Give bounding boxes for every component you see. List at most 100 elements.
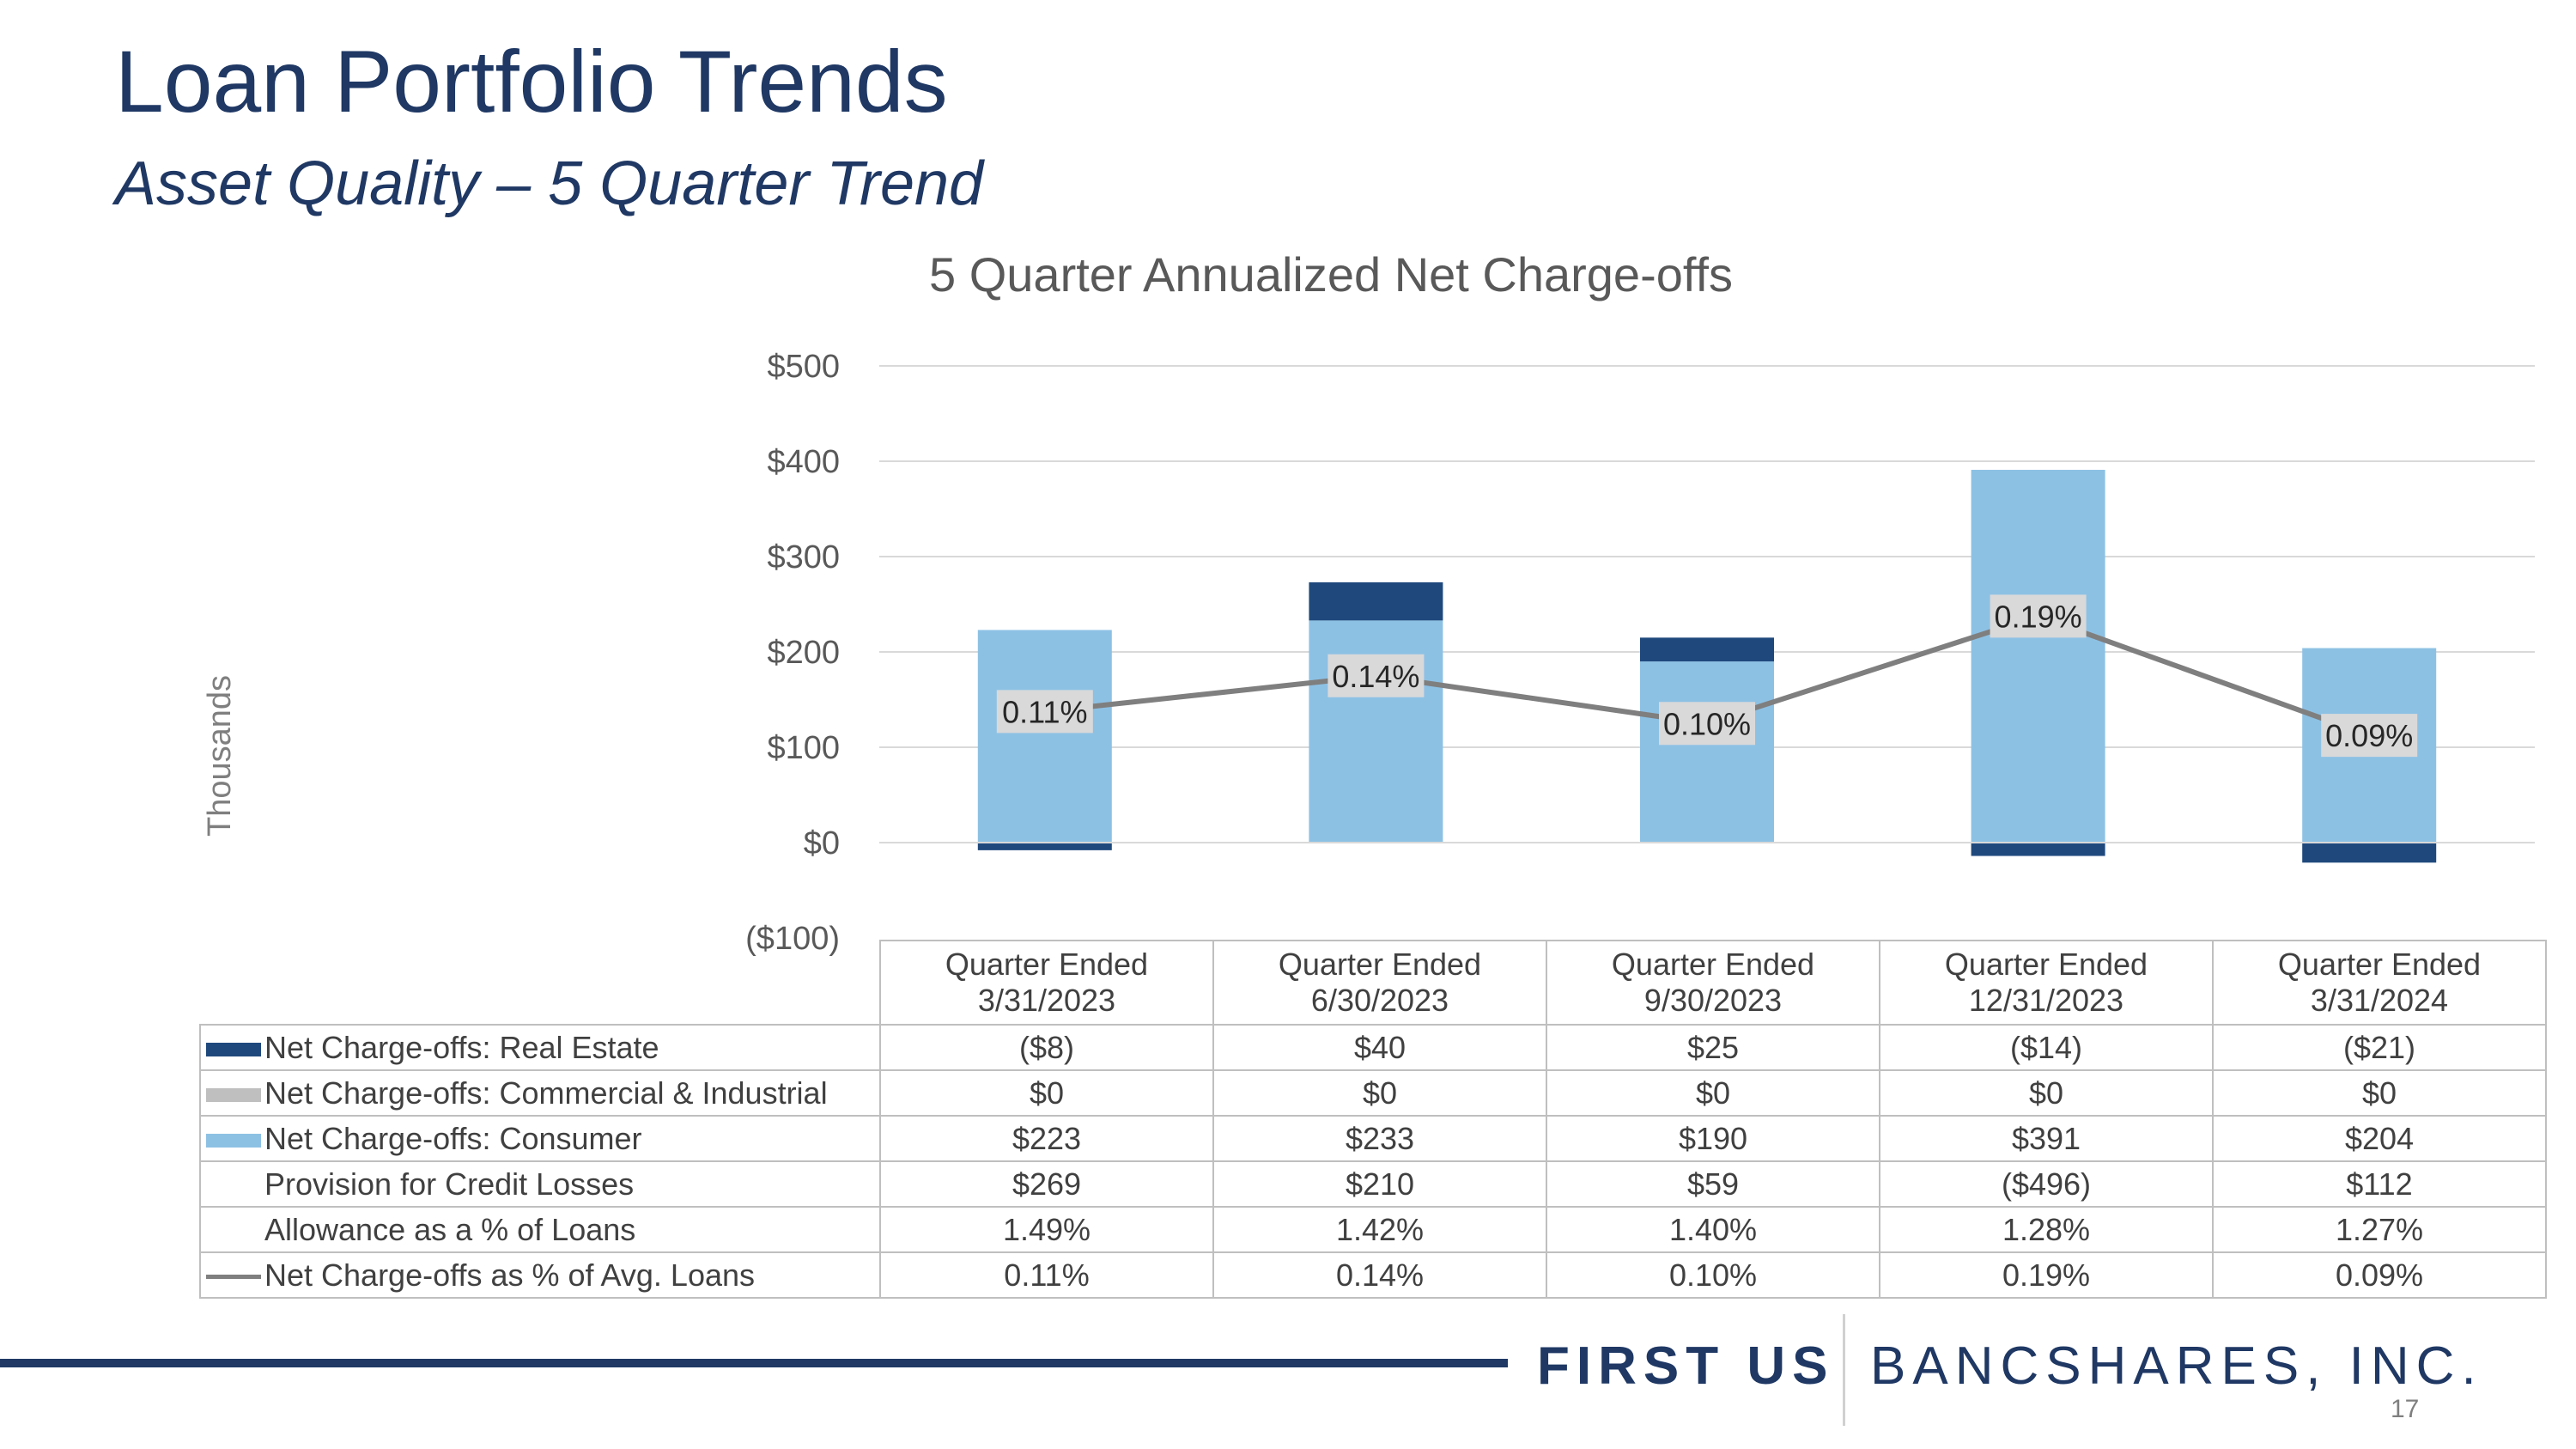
row-label-cell: Net Charge-offs: Real Estate [199,1024,881,1071]
legend-color-swatch [206,1179,261,1193]
x-category-line: 6/30/2023 [1310,983,1449,1018]
table-cell: 1.42% [1212,1206,1547,1253]
table-cell: $59 [1546,1160,1880,1208]
bar-net-charge-offs-real-estate [2302,843,2437,863]
x-category-label: Quarter Ended 9/30/2023 [1546,940,1880,1026]
bar-net-charge-offs-consumer [1971,469,2105,843]
table-cell: 0.11% [879,1251,1214,1299]
x-category-label: Quarter Ended 12/31/2023 [1879,940,2214,1026]
table-cell: $0 [2212,1069,2547,1117]
table-cell: $0 [1879,1069,2214,1117]
table-cell: $204 [2212,1115,2547,1162]
row-label-cell: Net Charge-offs as % of Avg. Loans [199,1251,881,1299]
legend-color-swatch [206,1225,261,1239]
row-label-cell: Net Charge-offs: Commercial & Industrial [199,1069,881,1117]
footer-divider-bar [0,1359,1508,1367]
row-label-cell: Provision for Credit Losses [199,1160,881,1208]
bar-net-charge-offs-consumer [977,630,1112,843]
chart-title: 5 Quarter Annualized Net Charge-offs [929,247,1733,301]
bar-net-charge-offs-real-estate [1309,581,1443,621]
x-category-line: Quarter Ended [1278,947,1482,982]
data-label-background [1990,594,2087,638]
row-label-cell: Net Charge-offs: Consumer [199,1115,881,1162]
logo-first-us: FIRST US [1537,1336,1835,1396]
row-label: Net Charge-offs as % of Avg. Loans [264,1257,756,1293]
table-row: Net Charge-offs: Consumer $223 $233 $190 $39… [199,1115,2547,1162]
data-label-background [996,690,1093,734]
table-cell: 1.28% [1879,1206,2214,1253]
row-label-cell: Allowance as a % of Loans [199,1206,881,1253]
x-category-label: Quarter Ended 3/31/2024 [2212,940,2547,1026]
table-cell: $233 [1212,1115,1547,1162]
table-header-row: Quarter Ended 3/31/2023 Quarter Ended 6/30/… [200,940,2547,1026]
x-category-line: Quarter Ended [1944,947,2148,982]
table-row: Allowance as a % of Loans 1.49% 1.42% 1.40%… [199,1206,2547,1253]
table-row: Net Charge-offs as % of Avg. Loans 0.11% 0… [199,1251,2547,1299]
table-cell: 0.14% [1212,1251,1547,1299]
table-cell: $210 [1212,1160,1547,1208]
x-category-line: 9/30/2023 [1643,983,1783,1018]
x-category-line: 12/31/2023 [1968,983,2124,1018]
table-cell: ($14) [1879,1024,2214,1071]
y-tick-label: $200 [767,635,840,671]
x-category-line: 3/31/2023 [977,983,1116,1018]
data-label: 0.10% [1663,706,1751,741]
table-corner-blank [200,941,881,1026]
table-cell: $391 [1879,1115,2214,1162]
table-cell: 0.10% [1546,1251,1880,1299]
y-tick-label: $400 [767,444,840,480]
page-number: 17 [2391,1395,2420,1423]
data-label-background [2321,714,2418,758]
slide-title: Loan Portfolio Trends [115,33,948,131]
table-cell: $40 [1212,1024,1547,1071]
bar-net-charge-offs-real-estate [977,843,1112,850]
row-label: Provision for Credit Losses [264,1166,635,1202]
x-category-line: Quarter Ended [1611,947,1815,982]
legend-color-swatch [206,1133,261,1148]
data-table: Quarter Ended 3/31/2023 Quarter Ended 6/30/… [199,940,2547,1299]
bar-net-charge-offs-real-estate [1971,843,2105,856]
x-category-line: 3/31/2024 [2310,983,2449,1018]
y-tick-label: $100 [767,730,840,766]
row-label: Net Charge-offs: Consumer [264,1120,642,1156]
table-cell: ($8) [879,1024,1214,1071]
x-category-line: Quarter Ended [2277,947,2482,982]
x-category-line: Quarter Ended [945,947,1149,982]
data-label: 0.09% [2325,718,2413,753]
table-cell: ($21) [2212,1024,2547,1071]
table-cell: $0 [879,1069,1214,1117]
table-cell: $112 [2212,1160,2547,1208]
y-tick-label: $300 [767,539,840,575]
data-label-background [1659,702,1755,746]
logo-bancshares: BANCSHARES, INC. [1870,1336,2483,1396]
table-cell: $190 [1546,1115,1880,1162]
table-cell: $269 [879,1160,1214,1208]
table-cell: $0 [1546,1069,1880,1117]
legend-color-swatch [206,1042,261,1056]
table-cell: $0 [1212,1069,1547,1117]
y-axis-title: Thousands [202,675,238,837]
y-tick-label: $500 [767,349,840,385]
bar-net-charge-offs-consumer [1640,661,1774,843]
table-cell: $223 [879,1115,1214,1162]
legend-line-swatch [206,1275,261,1280]
y-tick-label: $0 [804,825,840,861]
data-label: 0.19% [1995,599,2082,634]
table-cell: 1.40% [1546,1206,1880,1253]
table-row: Net Charge-offs: Real Estate ($8) $40 $25 ($… [199,1024,2547,1071]
table-cell: 0.09% [2212,1251,2547,1299]
data-label: 0.11% [1002,694,1087,729]
table-cell: ($496) [1879,1160,2214,1208]
bar-net-charge-offs-real-estate [1640,637,1774,662]
table-cell: 1.27% [2212,1206,2547,1253]
row-label: Net Charge-offs: Real Estate [264,1029,659,1065]
table-cell: $25 [1546,1024,1880,1071]
table-row: Provision for Credit Losses $269 $210 $59 ($… [199,1160,2547,1208]
table-cell: 1.49% [879,1206,1214,1253]
row-label: Net Charge-offs: Commercial & Industrial [264,1075,828,1111]
slide-subtitle: Asset Quality – 5 Quarter Trend [115,149,984,218]
data-label: 0.14% [1332,659,1419,694]
row-label: Allowance as a % of Loans [264,1211,636,1247]
legend-color-swatch [206,1087,261,1102]
